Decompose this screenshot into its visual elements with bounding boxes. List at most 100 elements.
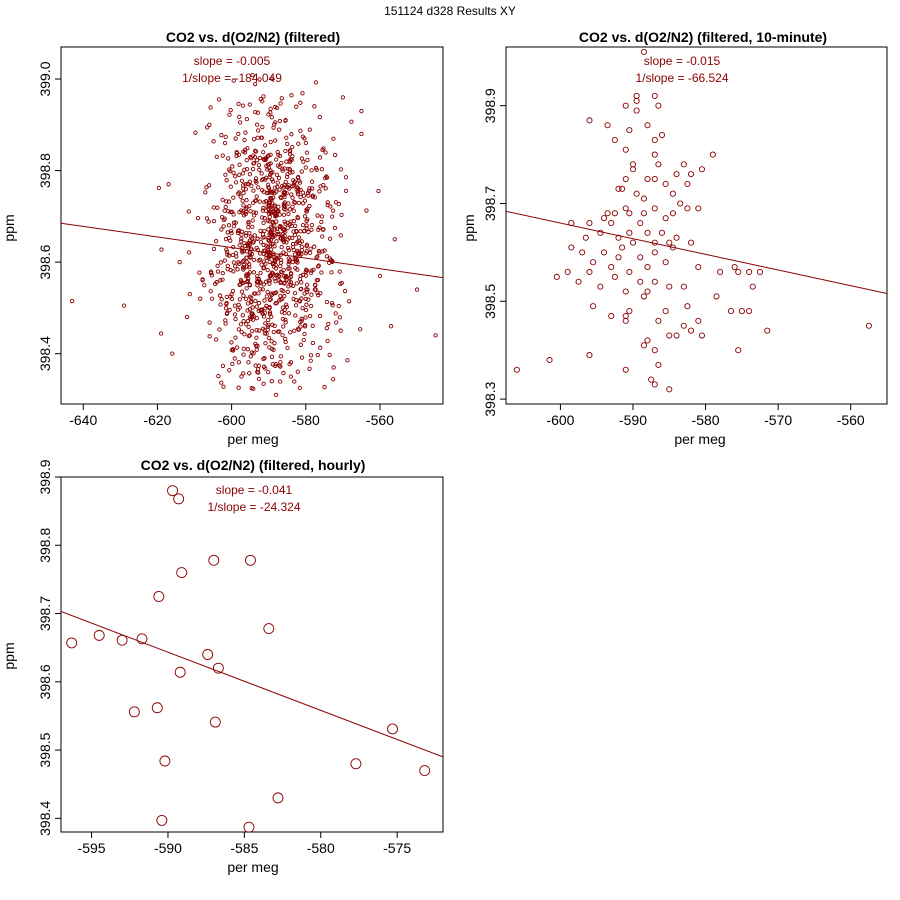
data-point [303,307,309,313]
data-point [230,164,235,169]
data-point [206,183,212,188]
data-point [228,169,233,174]
panel-title: CO2 vs. d(O2/N2) (filtered) [166,29,340,45]
data-point [590,303,597,310]
data-point [296,187,301,192]
data-point [255,283,260,288]
data-point [338,328,343,333]
data-point [270,234,276,240]
data-point [342,288,348,294]
data-point [252,233,257,238]
data-point [242,137,247,143]
data-point [273,138,278,143]
data-point [251,213,257,218]
data-point [247,172,253,177]
data-point [283,252,289,257]
data-point [220,277,225,282]
data-point [213,239,219,244]
data-point [269,346,275,352]
data-point [241,352,246,357]
data-point [166,182,171,187]
data-point [655,361,662,368]
data-point [274,172,280,178]
data-point [236,191,241,196]
data-point [622,175,629,183]
data-point [246,225,251,230]
data-point [245,260,250,265]
data-point [358,327,363,332]
data-point [275,180,280,185]
data-point [306,297,311,302]
data-point [247,282,253,287]
data-point [294,259,299,264]
x-axis-label: per meg [227,431,278,447]
data-point [215,269,221,274]
data-point [286,311,292,316]
data-point [282,280,287,285]
data-point [238,208,244,213]
y-tick-label: 398.8 [37,153,53,188]
data-point [302,324,308,329]
data-point [240,103,246,108]
data-point [268,152,273,157]
data-point [245,244,251,249]
data-point [286,211,291,217]
data-point [295,369,300,374]
data-point [215,205,220,210]
slope-label: slope = -0.041 [216,483,293,497]
x-tick-label: -580 [307,840,335,856]
data-point [318,184,323,189]
data-point [320,147,325,152]
y-tick-label: 398.9 [482,88,498,123]
data-point [237,243,242,248]
data-point [586,117,593,124]
data-point [236,302,241,308]
data-point [270,170,275,175]
data-point [350,758,362,770]
data-point [622,366,629,373]
data-point [662,308,669,315]
data-point [327,236,333,241]
data-point [266,317,271,323]
y-tick-label: 398.7 [482,186,498,221]
data-point [226,199,232,204]
data-point [283,207,288,212]
y-tick-label: 398.6 [37,664,53,699]
data-point [229,340,234,345]
data-point [285,185,290,190]
data-point [236,327,241,332]
data-point [269,314,274,319]
data-point [247,238,253,243]
data-point [273,361,278,367]
data-point [662,259,669,266]
data-point [247,102,252,107]
data-point [626,268,633,276]
data-point [313,287,318,292]
data-point [297,180,303,185]
data-point [251,153,256,158]
data-point [713,293,720,300]
data-point [298,324,303,329]
data-point [611,210,618,217]
data-point [268,106,273,111]
data-point [640,195,647,202]
data-point [295,191,301,197]
data-point [277,231,282,237]
data-point [272,227,277,232]
data-point [116,634,128,646]
data-point [277,274,282,279]
data-point [608,264,615,271]
data-point [303,267,309,272]
data-point [258,270,263,276]
y-tick-label: 398.8 [37,528,53,563]
y-tick-label: 398.4 [37,801,53,836]
data-point [266,185,272,191]
data-point [304,302,309,307]
data-point [268,172,273,177]
data-point [253,291,258,296]
data-point [272,244,277,249]
data-point [717,268,724,276]
data-point [294,281,299,286]
data-point [290,170,295,175]
data-point [261,157,266,162]
